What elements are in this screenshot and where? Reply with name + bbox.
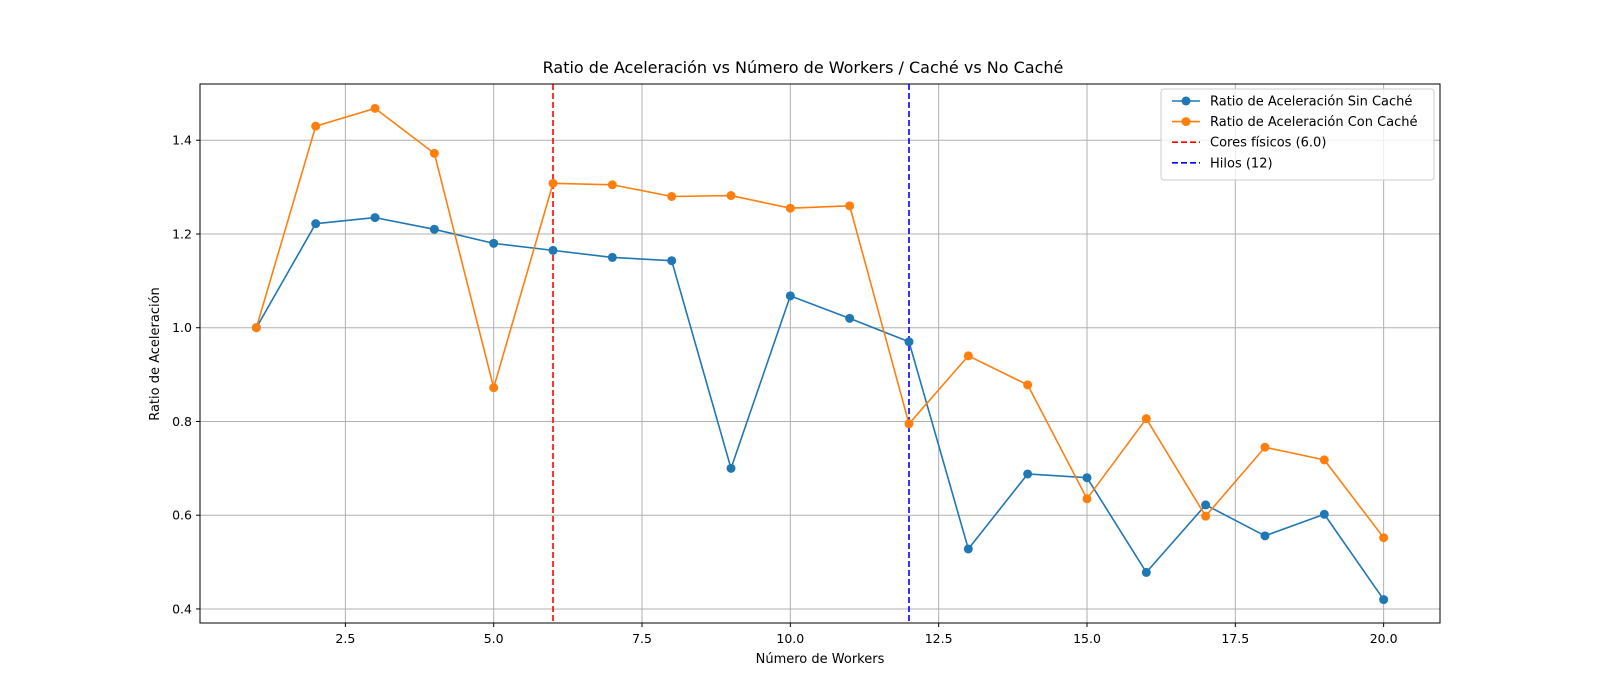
data-point bbox=[963, 351, 973, 361]
data-point bbox=[1082, 473, 1092, 483]
data-point bbox=[370, 213, 380, 223]
legend-label: Cores físicos (6.0) bbox=[1210, 136, 1326, 151]
data-point bbox=[1260, 442, 1270, 452]
series-0 bbox=[251, 213, 1389, 605]
data-point bbox=[963, 544, 973, 554]
y-axis-label: Ratio de Aceleración bbox=[148, 287, 163, 421]
data-point bbox=[667, 256, 677, 266]
legend-entry-0: Ratio de Aceleración Sin Caché bbox=[1172, 95, 1412, 110]
data-point bbox=[1319, 509, 1329, 519]
data-point bbox=[1379, 533, 1389, 543]
data-point bbox=[1023, 380, 1033, 390]
series-line-1 bbox=[255, 107, 1385, 539]
y-tick-label: 0.6 bbox=[172, 508, 192, 523]
data-point bbox=[1201, 511, 1211, 521]
data-point bbox=[904, 337, 914, 347]
data-point bbox=[489, 383, 499, 393]
legend-label: Ratio de Aceleración Sin Caché bbox=[1210, 95, 1412, 110]
y-axis-ticks: 0.4 0.6 0.8 1.0 1.2 1.4 bbox=[172, 133, 200, 616]
y-tick-label: 1.2 bbox=[172, 226, 192, 241]
data-point bbox=[1319, 455, 1329, 465]
legend-entry-1: Ratio de Aceleración Con Caché bbox=[1172, 115, 1418, 130]
y-tick-label: 0.4 bbox=[172, 601, 192, 616]
data-point bbox=[311, 121, 321, 131]
legend: Ratio de Aceleración Sin Caché Ratio de A… bbox=[1160, 88, 1435, 181]
data-point bbox=[607, 252, 617, 262]
y-tick-label: 1.4 bbox=[172, 133, 192, 148]
x-tick-label: 10.0 bbox=[776, 631, 804, 646]
y-tick-label: 0.8 bbox=[172, 414, 192, 429]
data-point bbox=[904, 419, 914, 429]
x-tick-label: 15.0 bbox=[1073, 631, 1101, 646]
legend-marker bbox=[1181, 117, 1191, 127]
x-tick-label: 2.5 bbox=[335, 631, 355, 646]
data-point bbox=[1379, 595, 1389, 605]
series-line-0 bbox=[255, 216, 1385, 601]
x-axis-ticks: 2.5 5.0 7.5 10.0 12.5 15.0 17.5 20.0 bbox=[335, 623, 1398, 646]
data-point bbox=[726, 463, 736, 473]
data-point bbox=[667, 191, 677, 201]
data-point bbox=[726, 191, 736, 201]
plot-frame bbox=[199, 83, 1441, 624]
data-point bbox=[429, 148, 439, 158]
series-1 bbox=[251, 103, 1389, 543]
legend-entry-2: Cores físicos (6.0) bbox=[1172, 136, 1326, 151]
data-point bbox=[548, 178, 558, 188]
data-point bbox=[311, 219, 321, 229]
data-point bbox=[1201, 500, 1211, 510]
grid-layer bbox=[200, 84, 1440, 623]
legend-label: Ratio de Aceleración Con Caché bbox=[1210, 115, 1418, 130]
data-point bbox=[429, 224, 439, 234]
data-point bbox=[607, 180, 617, 190]
y-tick-label: 1.0 bbox=[172, 320, 192, 335]
x-tick-label: 5.0 bbox=[484, 631, 504, 646]
legend-entry-3: Hilos (12) bbox=[1172, 156, 1273, 171]
legend-box bbox=[1160, 88, 1435, 181]
data-point bbox=[1082, 494, 1092, 504]
data-point bbox=[1141, 567, 1151, 577]
data-point bbox=[1260, 531, 1270, 541]
x-tick-label: 7.5 bbox=[632, 631, 652, 646]
x-tick-label: 12.5 bbox=[925, 631, 953, 646]
data-point bbox=[785, 203, 795, 213]
x-axis-label: Número de Workers bbox=[756, 652, 885, 667]
data-point bbox=[251, 323, 261, 333]
data-point bbox=[785, 291, 795, 301]
legend-marker bbox=[1181, 96, 1191, 106]
data-point bbox=[1023, 469, 1033, 479]
chart-title: Ratio de Aceleración vs Número de Worker… bbox=[543, 58, 1064, 77]
legend-entries: Ratio de Aceleración Sin Caché Ratio de A… bbox=[1172, 95, 1418, 171]
legend-label: Hilos (12) bbox=[1210, 156, 1273, 171]
x-tick-label: 17.5 bbox=[1221, 631, 1249, 646]
data-point bbox=[489, 238, 499, 248]
data-point bbox=[845, 313, 855, 323]
x-tick-label: 20.0 bbox=[1370, 631, 1398, 646]
series-layer bbox=[251, 103, 1389, 605]
data-point bbox=[845, 201, 855, 211]
data-point bbox=[548, 245, 558, 255]
data-point bbox=[370, 103, 380, 113]
data-point bbox=[1141, 414, 1151, 424]
